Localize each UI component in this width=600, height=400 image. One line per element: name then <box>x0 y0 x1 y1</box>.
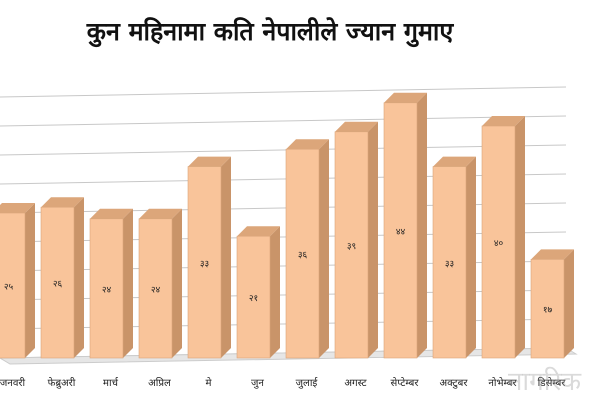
bar-front <box>236 235 271 359</box>
bar-top <box>139 208 182 219</box>
bar-side <box>319 139 329 358</box>
bar-top <box>90 208 133 219</box>
bar-top <box>384 92 427 103</box>
data-label: ३३ <box>200 259 209 269</box>
bar-front <box>481 125 516 359</box>
bar-top <box>41 197 84 208</box>
gridline <box>0 86 567 98</box>
bar-top <box>0 203 35 213</box>
category-label: जुलाई <box>296 377 319 389</box>
bar-front <box>530 259 565 359</box>
bar-side <box>221 156 231 358</box>
data-label: १७ <box>543 306 553 316</box>
bar-front <box>432 166 467 359</box>
bar-top <box>482 116 525 126</box>
bar-side <box>515 116 525 358</box>
category-label: मे <box>206 377 213 389</box>
bar-side <box>172 208 182 358</box>
data-label: ३६ <box>298 251 308 261</box>
bar-side <box>123 208 133 358</box>
bar-front <box>138 218 173 359</box>
gridline <box>0 260 567 272</box>
gridline <box>0 173 567 185</box>
data-label: २१ <box>249 294 258 304</box>
gridline <box>0 318 567 330</box>
bar-front <box>285 148 320 359</box>
bar-top <box>237 226 280 237</box>
category-label: अप्रिल <box>148 377 171 389</box>
bar-front <box>89 218 124 359</box>
gridline <box>0 115 567 127</box>
bar-2: २६ फेब्रुअरी <box>40 197 84 389</box>
data-label: ३३ <box>445 259 454 269</box>
gridlines <box>0 86 567 359</box>
bar-side <box>270 226 280 358</box>
bar-3: २४ मार्च <box>89 208 133 389</box>
bar-4: २४ अप्रिल <box>138 208 182 389</box>
bar-5: ३३ मे <box>187 156 231 389</box>
bar-front <box>0 212 26 359</box>
bar-side <box>368 121 378 358</box>
category-label: अगस्ट <box>344 378 367 389</box>
data-label: २४ <box>102 285 112 295</box>
category-label: डिसेम्बर <box>538 377 567 389</box>
bar-8: ३९ अगस्ट <box>334 121 378 389</box>
bar-side <box>74 197 84 358</box>
bar-7: ३६ जुलाई <box>285 139 329 389</box>
category-label: अक्टुबर <box>440 378 469 389</box>
bar-side <box>466 156 476 358</box>
bar-top <box>335 121 378 132</box>
bar-1: २५ जनवरी <box>0 203 35 389</box>
category-label: मार्च <box>103 377 119 389</box>
bar-front <box>334 131 369 359</box>
category-label: फेब्रुअरी <box>48 377 76 389</box>
gridline <box>0 289 567 301</box>
category-label: जुन <box>251 378 264 389</box>
bar-side <box>25 203 35 358</box>
category-label: नोभेम्बर <box>488 377 517 389</box>
category-label: सेप्टेम्बर <box>391 377 420 389</box>
data-label: ४४ <box>396 227 406 237</box>
bar-front <box>383 102 418 359</box>
bar-6: २१ जुन <box>236 226 280 389</box>
watermark-logo: नागरिक <box>508 367 582 397</box>
category-label: जनवरी <box>0 377 26 389</box>
gridline <box>0 202 567 214</box>
gridline <box>0 144 567 156</box>
bar-9: ४४ सेप्टेम्बर <box>383 92 427 389</box>
chart-title: कुन महिनामा कति नेपालीले ज्यान गुमाए <box>86 17 454 46</box>
bar-11: ४० नोभेम्बर <box>481 116 525 389</box>
data-label: २४ <box>151 285 161 295</box>
bar-10: ३३ अक्टुबर <box>432 156 476 389</box>
bar-12: १७ डिसेम्बर <box>530 249 574 389</box>
bar-front <box>40 206 75 359</box>
data-label: ३९ <box>347 242 356 252</box>
data-label: २५ <box>4 283 14 293</box>
bar-top <box>188 156 231 167</box>
bar-top <box>286 139 329 150</box>
data-label: ४० <box>494 239 504 249</box>
bar-side <box>417 92 427 359</box>
gridline <box>0 231 567 243</box>
bar-front <box>187 166 222 359</box>
bar-side <box>564 249 574 358</box>
data-label: २६ <box>53 280 63 290</box>
bar-top <box>433 156 476 167</box>
bar-top <box>531 249 574 260</box>
